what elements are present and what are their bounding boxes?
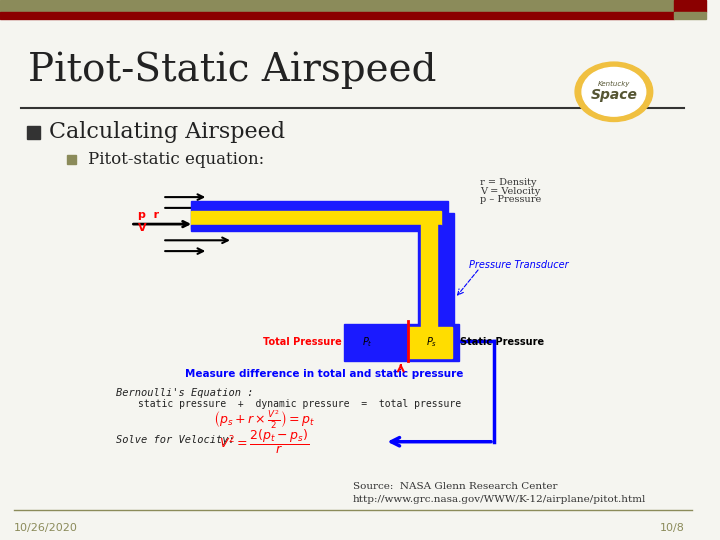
Text: V = Velocity: V = Velocity — [480, 187, 540, 195]
Text: p – Pressure: p – Pressure — [480, 195, 541, 204]
Text: Pitot-Static Airspeed: Pitot-Static Airspeed — [28, 51, 437, 89]
Text: Pitot-static equation:: Pitot-static equation: — [89, 151, 264, 168]
Circle shape — [575, 62, 653, 122]
Bar — [67, 155, 76, 164]
Text: Space: Space — [590, 88, 637, 102]
Text: Solve for Velocity:: Solve for Velocity: — [117, 435, 235, 445]
Text: $P_s$: $P_s$ — [426, 335, 438, 349]
Text: Bernoulli's Equation :: Bernoulli's Equation : — [117, 388, 254, 398]
Text: Measure difference in total and static pressure: Measure difference in total and static p… — [186, 369, 464, 379]
Text: 10/26/2020: 10/26/2020 — [14, 523, 78, 533]
Bar — [674, 0, 706, 12]
Text: Static Pressure: Static Pressure — [460, 338, 544, 347]
Bar — [191, 201, 448, 231]
Bar — [27, 126, 40, 139]
Bar — [420, 218, 438, 354]
Bar — [674, 12, 706, 19]
Text: Total Pressure: Total Pressure — [263, 338, 341, 347]
Bar — [408, 327, 451, 358]
Circle shape — [582, 68, 646, 116]
Text: static pressure  +  dynamic pressure  =  total pressure: static pressure + dynamic pressure = tot… — [138, 399, 461, 409]
Text: Kentucky: Kentucky — [598, 81, 630, 87]
Text: Source:  NASA Glenn Research Center
http://www.grc.nasa.gov/WWW/K-12/airplane/pi: Source: NASA Glenn Research Center http:… — [353, 482, 646, 504]
Text: Pressure Transducer: Pressure Transducer — [469, 260, 569, 269]
Text: $\left( p_s + r \times \frac{V^2}{2} \right) = p_t$: $\left( p_s + r \times \frac{V^2}{2} \ri… — [213, 409, 316, 430]
Text: p  r: p r — [138, 210, 158, 220]
Bar — [191, 211, 441, 225]
Text: 10/8: 10/8 — [660, 523, 685, 533]
Bar — [0, 0, 674, 12]
Text: $P_t$: $P_t$ — [361, 335, 372, 349]
Text: $V^2 = \dfrac{2(p_t - p_s)}{r}$: $V^2 = \dfrac{2(p_t - p_s)}{r}$ — [220, 427, 310, 456]
Text: V: V — [138, 223, 146, 233]
Text: r = Density: r = Density — [480, 178, 536, 187]
Bar — [344, 324, 459, 361]
Bar — [0, 12, 674, 19]
Bar — [191, 225, 441, 229]
Bar — [418, 213, 454, 354]
Text: Calculating Airspeed: Calculating Airspeed — [50, 122, 286, 143]
